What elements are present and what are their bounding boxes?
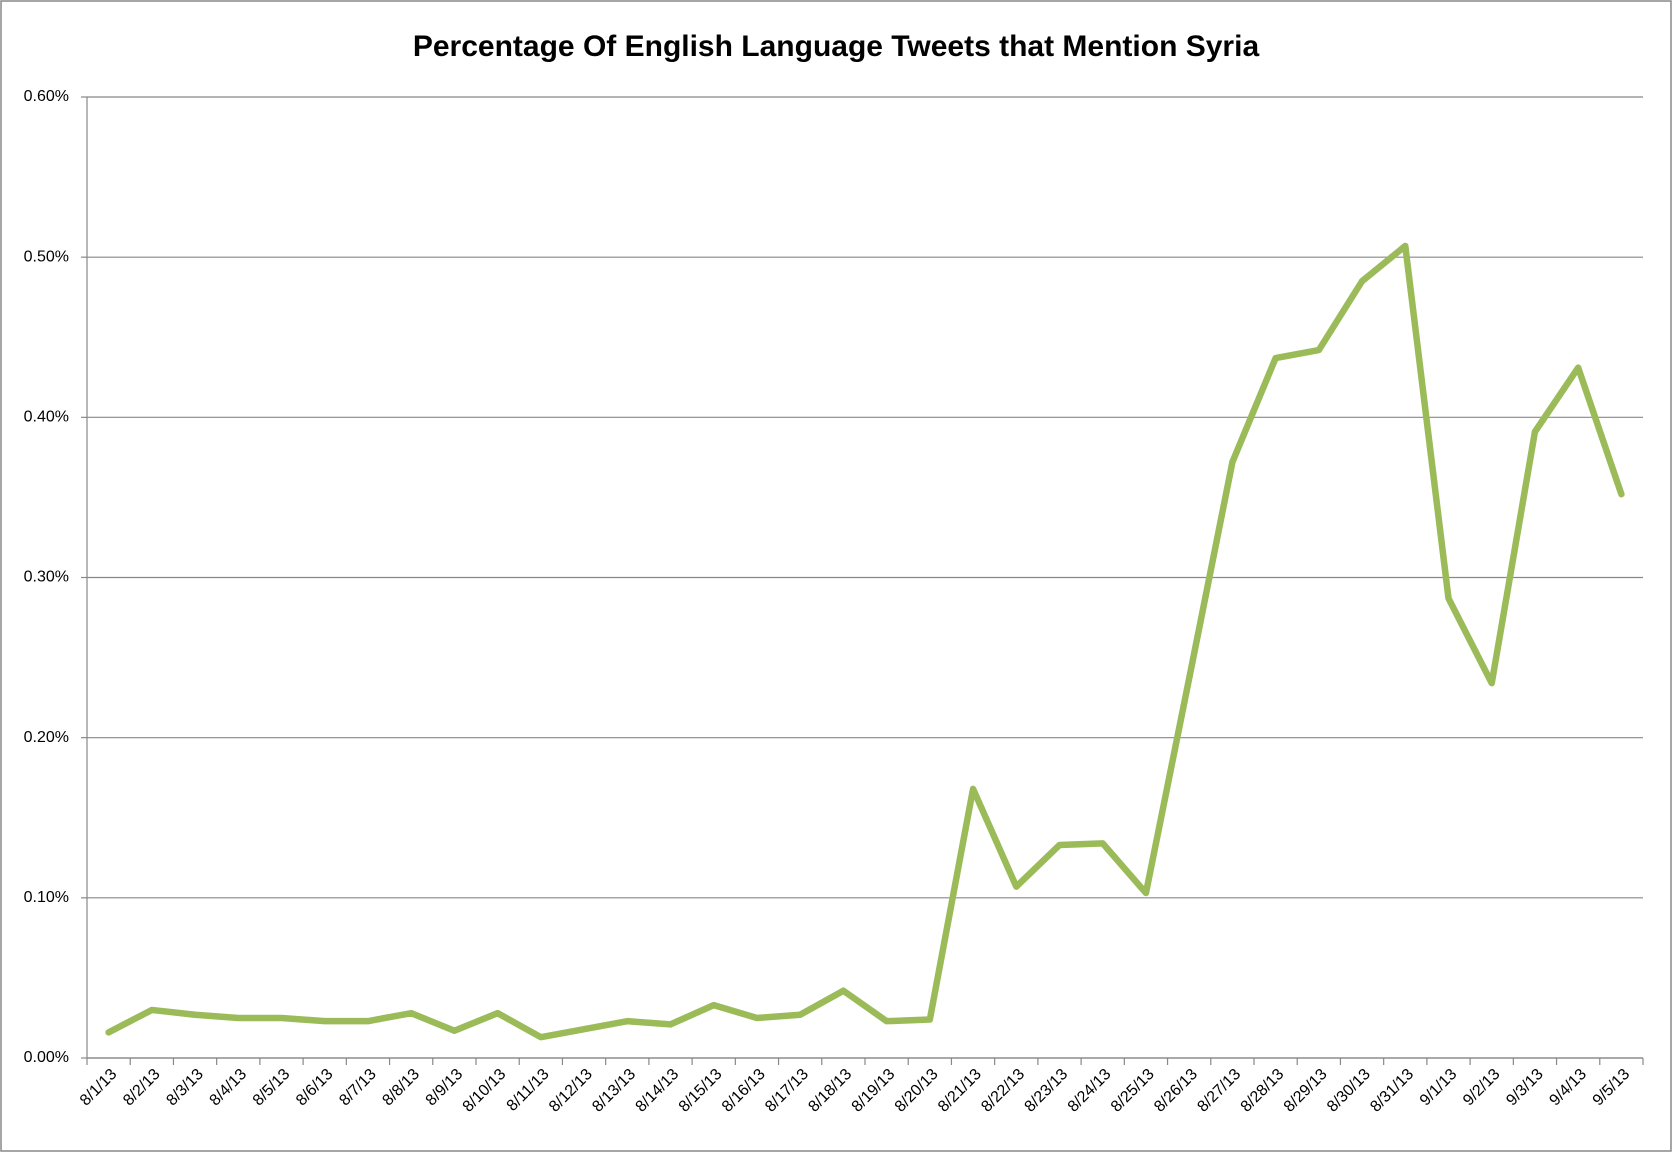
y-tick-label: 0.00% (24, 1049, 69, 1066)
data-line (105, 242, 1625, 1041)
chart-title: Percentage Of English Language Tweets th… (413, 30, 1260, 63)
y-tick-label: 0.20% (24, 729, 69, 746)
y-tick-label: 0.30% (24, 569, 69, 586)
y-tick-label: 0.40% (24, 409, 69, 426)
y-tick-label: 0.50% (24, 248, 69, 265)
y-tick-label: 0.10% (24, 889, 69, 906)
y-tick-label: 0.60% (24, 88, 69, 105)
